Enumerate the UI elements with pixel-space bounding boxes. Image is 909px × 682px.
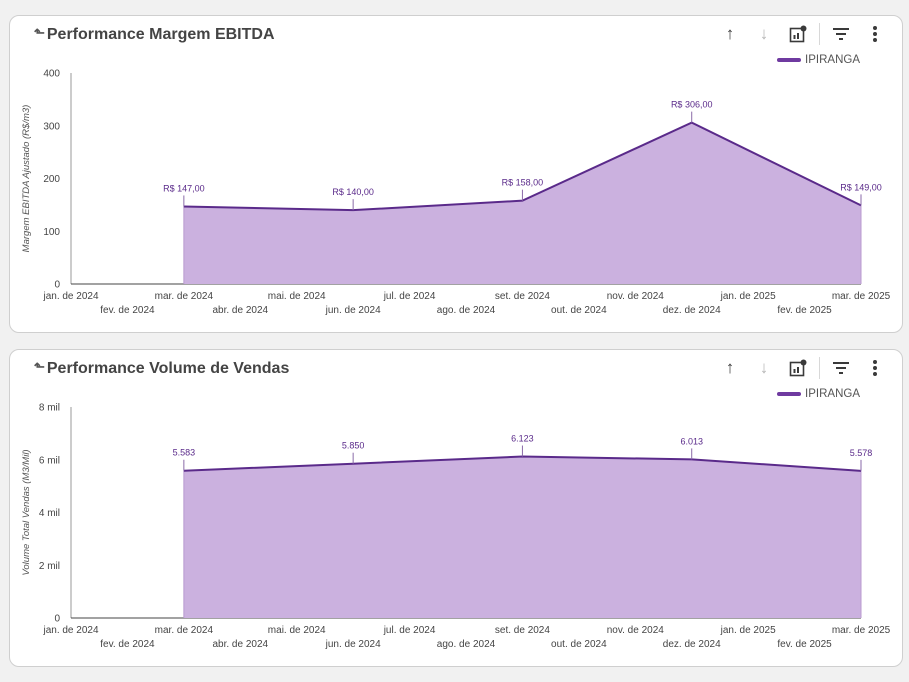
more-vert-icon[interactable] <box>862 356 888 380</box>
x-tick-label: jan. de 2025 <box>720 625 776 636</box>
x-tick-label: mai. de 2024 <box>268 625 326 636</box>
x-tick-label: jan. de 2025 <box>720 291 776 302</box>
data-label: 5.583 <box>173 448 196 458</box>
data-label: R$ 306,00 <box>671 100 713 110</box>
x-tick-label: abr. de 2024 <box>212 305 268 316</box>
y-tick-label: 8 mil <box>39 403 60 414</box>
x-tick-label: abr. de 2024 <box>212 639 268 650</box>
arrow-up-icon[interactable]: ↑ <box>725 358 735 377</box>
ebitda-chart-card: ⬑ Performance Margem EBITDA ↑ ↓ IPIRANGA… <box>9 15 903 333</box>
chart-title: ⬑ Performance Margem EBITDA <box>34 25 275 44</box>
y-tick-label: 300 <box>43 121 60 132</box>
arrow-down-icon[interactable]: ↓ <box>759 358 769 377</box>
x-tick-label: fev. de 2025 <box>777 305 832 316</box>
y-axis-label: Volume Total Vendas (M3/Mil) <box>21 449 32 575</box>
y-tick-label: 200 <box>43 174 60 185</box>
y-tick-label: 2 mil <box>39 561 60 572</box>
area-fill <box>183 122 861 285</box>
x-tick-label: jan. de 2024 <box>42 291 98 302</box>
chart-toolbar: ↑ ↓ <box>709 356 888 380</box>
ebitda-plot: Margem EBITDA Ajustado (R$/m3) 0 100 200 300… <box>21 69 891 317</box>
toolbar-divider <box>819 23 820 45</box>
x-tick-label: jun. de 2024 <box>325 639 381 650</box>
x-tick-label: dez. de 2024 <box>663 305 721 316</box>
x-tick-label: ago. de 2024 <box>437 305 496 316</box>
data-label: 5.578 <box>850 448 873 458</box>
filter-icon[interactable] <box>828 356 854 380</box>
x-tick-label: fev. de 2025 <box>777 639 832 650</box>
x-tick-label: set. de 2024 <box>495 625 550 636</box>
filter-icon[interactable] <box>828 22 854 46</box>
x-tick-label: out. de 2024 <box>551 639 607 650</box>
x-tick-label: fev. de 2024 <box>100 305 155 316</box>
y-axis-label: Margem EBITDA Ajustado (R$/m3) <box>21 105 32 253</box>
legend-swatch <box>777 58 802 62</box>
series-line[interactable] <box>183 455 862 472</box>
arrow-up-icon[interactable]: ↑ <box>725 24 735 43</box>
y-tick-label: 4 mil <box>39 508 60 519</box>
toolbar-divider <box>819 357 820 379</box>
x-tick-label: jan. de 2024 <box>42 625 98 636</box>
legend-label: IPIRANGA <box>805 54 860 66</box>
chart-legend[interactable]: IPIRANGA <box>777 388 860 400</box>
chart-toolbar: ↑ ↓ <box>709 22 888 46</box>
x-tick-label: fev. de 2024 <box>100 639 155 650</box>
volume-chart-card: ⬑ Performance Volume de Vendas ↑ ↓ IPIRA… <box>9 349 903 667</box>
x-tick-label: mai. de 2024 <box>268 291 326 302</box>
chart-title-text: Performance Volume de Vendas <box>46 360 290 377</box>
volume-plot: Volume Total Vendas (M3/Mil) 0 2 mil 4 mil 6… <box>21 403 891 651</box>
y-tick-label: 0 <box>54 614 60 625</box>
chart-title-text: Performance Margem EBITDA <box>46 26 275 43</box>
x-tick-label: nov. de 2024 <box>607 625 665 636</box>
arrow-down-icon[interactable]: ↓ <box>759 24 769 43</box>
x-tick-label: ago. de 2024 <box>437 639 496 650</box>
y-tick-label: 100 <box>43 227 60 238</box>
x-tick-label: nov. de 2024 <box>607 291 665 302</box>
x-tick-label: jul. de 2024 <box>383 625 436 636</box>
y-tick-label: 6 mil <box>39 455 60 466</box>
x-tick-label: jun. de 2024 <box>325 305 381 316</box>
data-label: R$ 158,00 <box>502 178 544 188</box>
data-label: R$ 149,00 <box>840 182 882 192</box>
x-tick-label: mar. de 2024 <box>155 291 214 302</box>
chart-settings-icon[interactable] <box>785 356 811 380</box>
data-label: 6.013 <box>680 436 703 446</box>
chart-settings-icon[interactable] <box>785 22 811 46</box>
back-arrow-icon[interactable]: ⬑ <box>34 359 45 374</box>
back-arrow-icon[interactable]: ⬑ <box>34 25 45 40</box>
y-tick-label: 0 <box>54 280 60 291</box>
legend-swatch <box>777 392 802 396</box>
data-label: R$ 140,00 <box>332 187 374 197</box>
chart-legend[interactable]: IPIRANGA <box>777 54 860 66</box>
x-tick-label: dez. de 2024 <box>663 639 721 650</box>
data-label: 6.123 <box>511 434 534 444</box>
x-tick-label: jul. de 2024 <box>383 291 436 302</box>
area-fill <box>183 456 861 618</box>
data-label: 5.850 <box>342 441 365 451</box>
chart-title: ⬑ Performance Volume de Vendas <box>34 359 290 378</box>
x-tick-label: mar. de 2025 <box>832 625 891 636</box>
x-tick-label: set. de 2024 <box>495 291 550 302</box>
x-tick-label: mar. de 2025 <box>832 291 891 302</box>
more-vert-icon[interactable] <box>862 22 888 46</box>
legend-label: IPIRANGA <box>805 388 860 400</box>
data-label: R$ 147,00 <box>163 183 205 193</box>
x-tick-label: mar. de 2024 <box>155 625 214 636</box>
y-tick-label: 400 <box>43 69 60 80</box>
x-tick-label: out. de 2024 <box>551 305 607 316</box>
